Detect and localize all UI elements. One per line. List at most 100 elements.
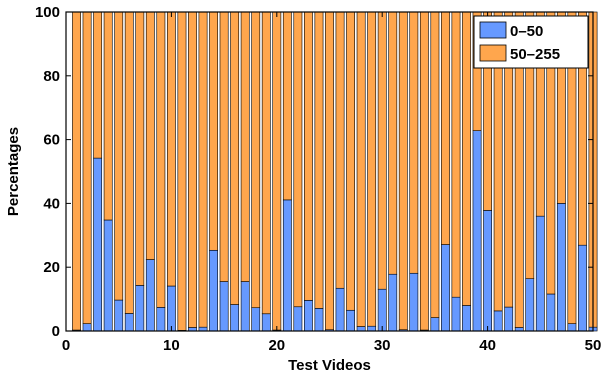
bar-segment-low-video-45 xyxy=(535,215,545,332)
bar-segment-high-video-34 xyxy=(419,11,429,331)
bar-segment-high-video-5 xyxy=(114,11,124,301)
bar-segment-low-video-42 xyxy=(504,306,514,332)
bar-segment-high-video-18 xyxy=(251,11,261,309)
bar-segment-high-video-38 xyxy=(462,11,471,306)
bar-segment-high-video-14 xyxy=(209,11,218,251)
bar-segment-high-video-25 xyxy=(325,11,334,331)
bar-segment-high-video-2 xyxy=(82,11,92,324)
bar-segment-low-video-24 xyxy=(314,308,324,332)
bar-segment-high-video-6 xyxy=(124,11,134,314)
bar-segment-high-video-23 xyxy=(304,11,313,301)
bar-segment-low-video-6 xyxy=(124,313,134,332)
bar-segment-high-video-32 xyxy=(398,11,408,331)
x-tick-label: 30 xyxy=(374,337,391,354)
bar-segment-high-video-24 xyxy=(314,11,324,309)
bar-segment-low-video-33 xyxy=(409,272,419,332)
x-tick-label: 20 xyxy=(268,337,285,354)
bar-segment-low-video-26 xyxy=(335,287,345,332)
bar-segment-low-video-10 xyxy=(166,285,176,332)
legend: 0–50 50–255 xyxy=(473,15,589,69)
bar-segment-low-video-28 xyxy=(356,326,366,332)
axis-ticks: 0 10 20 30 40 50 0 20 40 60 80 100 xyxy=(35,4,601,354)
bar-segment-high-video-10 xyxy=(166,11,176,287)
x-axis-label: Test Videos xyxy=(288,357,371,374)
bar-segment-low-video-29 xyxy=(367,325,377,332)
bar-segment-low-video-41 xyxy=(493,310,503,332)
bar-segment-low-video-9 xyxy=(156,307,166,332)
bar-segment-low-video-7 xyxy=(135,285,145,332)
y-tick-label: 100 xyxy=(35,4,60,21)
bar-segment-low-video-47 xyxy=(556,203,566,332)
bar-segment-low-video-36 xyxy=(441,244,450,332)
bar-segment-high-video-3 xyxy=(93,11,103,159)
legend-label-0-50: 0–50 xyxy=(510,23,543,40)
bar-segment-low-video-3 xyxy=(93,157,103,332)
bar-segment-high-video-22 xyxy=(293,11,303,308)
plot-area-frame xyxy=(65,11,594,332)
legend-swatch-50-255 xyxy=(479,44,507,62)
bar-segment-low-video-5 xyxy=(114,299,124,332)
bar-segment-low-video-31 xyxy=(388,273,398,332)
bar-segment-low-video-21 xyxy=(282,199,292,332)
y-tick-label: 80 xyxy=(43,68,60,85)
bar-segment-low-video-30 xyxy=(377,288,387,332)
x-tick-label: 0 xyxy=(62,337,70,354)
bar-segment-low-video-18 xyxy=(251,307,261,332)
bar-segment-low-video-14 xyxy=(209,249,218,332)
x-tick-label: 10 xyxy=(163,337,180,354)
bar-segment-high-video-27 xyxy=(346,11,355,311)
bar-segment-low-video-46 xyxy=(546,293,556,332)
bar-segment-high-video-20 xyxy=(272,11,282,331)
bar-segment-low-video-38 xyxy=(462,305,471,332)
bar-segment-low-video-23 xyxy=(304,300,313,332)
bar-segment-high-video-29 xyxy=(367,11,377,327)
bar-segment-low-video-2 xyxy=(82,323,92,332)
bar-segment-high-video-26 xyxy=(335,11,345,289)
bar-segment-low-video-17 xyxy=(240,281,250,332)
bar-segment-low-video-27 xyxy=(346,309,355,332)
y-tick-label: 60 xyxy=(43,132,60,149)
bar-segment-low-video-22 xyxy=(293,306,303,332)
bar-segment-low-video-44 xyxy=(525,278,535,332)
bar-segment-low-video-19 xyxy=(261,313,271,332)
bar-segment-high-video-21 xyxy=(282,11,292,201)
bar-segment-low-video-40 xyxy=(483,210,493,332)
bar-segment-high-video-15 xyxy=(219,11,229,282)
bar-segment-high-video-33 xyxy=(409,11,419,274)
bar-segment-low-video-4 xyxy=(103,219,113,332)
bar-segment-high-video-19 xyxy=(261,11,271,315)
bar-segment-low-video-16 xyxy=(230,304,240,332)
bar-segment-low-video-15 xyxy=(219,281,229,332)
bar-segment-high-video-7 xyxy=(135,11,145,286)
y-axis-label: Percentages xyxy=(5,127,22,216)
y-tick-label: 20 xyxy=(43,259,60,276)
x-tick-label: 50 xyxy=(585,337,601,354)
bar-segment-high-video-17 xyxy=(240,11,250,282)
bar-segment-high-video-36 xyxy=(441,11,450,245)
bar-segment-high-video-11 xyxy=(177,11,187,331)
bar-segment-low-video-48 xyxy=(567,323,577,332)
bar-segment-high-video-28 xyxy=(356,11,366,327)
bar-segment-high-video-31 xyxy=(388,11,398,275)
bar-segment-low-video-35 xyxy=(430,317,440,332)
bar-segment-high-video-9 xyxy=(156,11,166,308)
bar-segment-low-video-37 xyxy=(451,296,461,332)
bar-segment-high-video-8 xyxy=(145,11,155,260)
bar-segment-high-video-12 xyxy=(188,11,197,328)
bar-segment-high-video-4 xyxy=(103,11,113,221)
legend-swatch-0-50 xyxy=(479,21,507,39)
bar-segment-low-video-39 xyxy=(472,130,482,332)
x-tick-label: 40 xyxy=(479,337,496,354)
bar-segment-high-video-13 xyxy=(198,11,208,328)
bar-segment-high-video-37 xyxy=(451,11,461,298)
bar-segment-high-video-35 xyxy=(430,11,440,318)
bar-segment-low-video-49 xyxy=(578,244,587,332)
bar-segment-high-video-16 xyxy=(230,11,240,305)
bar-segment-high-video-30 xyxy=(377,11,387,290)
y-tick-label: 0 xyxy=(52,323,60,340)
bar-segment-high-video-1 xyxy=(72,11,81,331)
legend-label-50-255: 50–255 xyxy=(510,46,560,63)
bar-segment-low-video-8 xyxy=(145,259,155,332)
y-tick-label: 40 xyxy=(43,195,60,212)
